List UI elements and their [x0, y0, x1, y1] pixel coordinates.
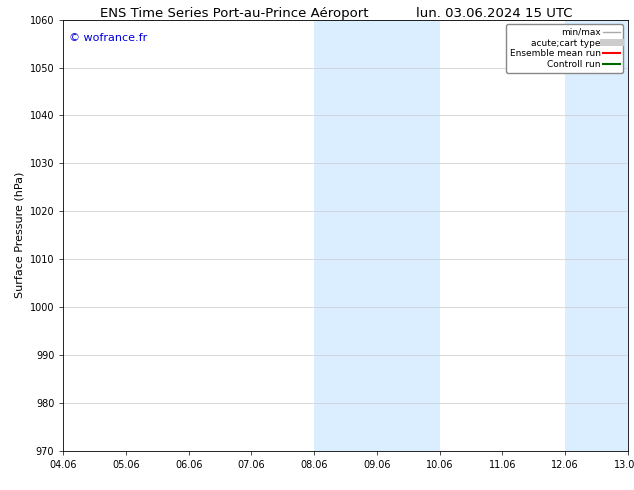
Legend: min/max, acute;cart type, Ensemble mean run, Controll run: min/max, acute;cart type, Ensemble mean … [506, 24, 623, 73]
Text: © wofrance.fr: © wofrance.fr [69, 32, 147, 43]
Y-axis label: Surface Pressure (hPa): Surface Pressure (hPa) [14, 172, 24, 298]
Bar [565, 20, 628, 451]
Bar [314, 20, 439, 451]
Text: lun. 03.06.2024 15 UTC: lun. 03.06.2024 15 UTC [417, 7, 573, 21]
Text: ENS Time Series Port-au-Prince Aéroport: ENS Time Series Port-au-Prince Aéroport [100, 7, 369, 21]
